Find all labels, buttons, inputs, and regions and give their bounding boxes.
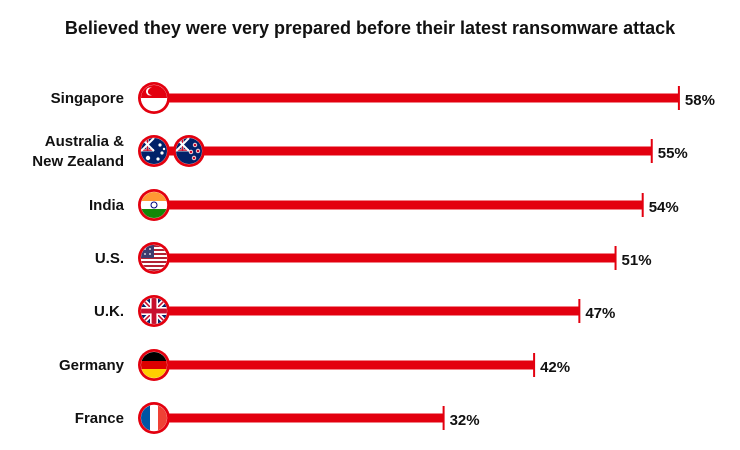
bar bbox=[154, 413, 444, 423]
bar bbox=[154, 253, 616, 263]
category-label: Singapore bbox=[51, 90, 124, 107]
value-label: 54% bbox=[649, 199, 679, 216]
new-zealand-flag-icon bbox=[173, 135, 205, 167]
bar bbox=[154, 360, 535, 370]
value-label: 58% bbox=[685, 92, 715, 109]
india-flag-icon bbox=[138, 189, 170, 221]
value-label: 51% bbox=[622, 252, 652, 269]
us-flag-icon bbox=[138, 242, 170, 274]
value-label: 42% bbox=[540, 359, 570, 376]
category-label: Australia & New Zealand bbox=[32, 133, 124, 170]
chart-title: Believed they were very prepared before … bbox=[64, 18, 676, 38]
bar bbox=[154, 306, 580, 316]
uk-flag-icon bbox=[138, 295, 170, 327]
australia-flag-icon bbox=[138, 135, 170, 167]
value-label: 47% bbox=[585, 305, 615, 322]
bar bbox=[154, 200, 643, 210]
category-label: Germany bbox=[59, 357, 125, 374]
category-label: U.S. bbox=[95, 250, 124, 267]
value-label: 32% bbox=[450, 412, 480, 429]
category-label: France bbox=[75, 410, 124, 427]
germany-flag-icon bbox=[138, 349, 170, 381]
bar bbox=[154, 146, 652, 156]
bar bbox=[154, 93, 679, 103]
singapore-flag-icon bbox=[138, 82, 170, 114]
value-label: 55% bbox=[658, 145, 688, 162]
category-label: U.K. bbox=[94, 303, 124, 320]
france-flag-icon bbox=[138, 402, 170, 434]
category-label: India bbox=[89, 197, 125, 214]
